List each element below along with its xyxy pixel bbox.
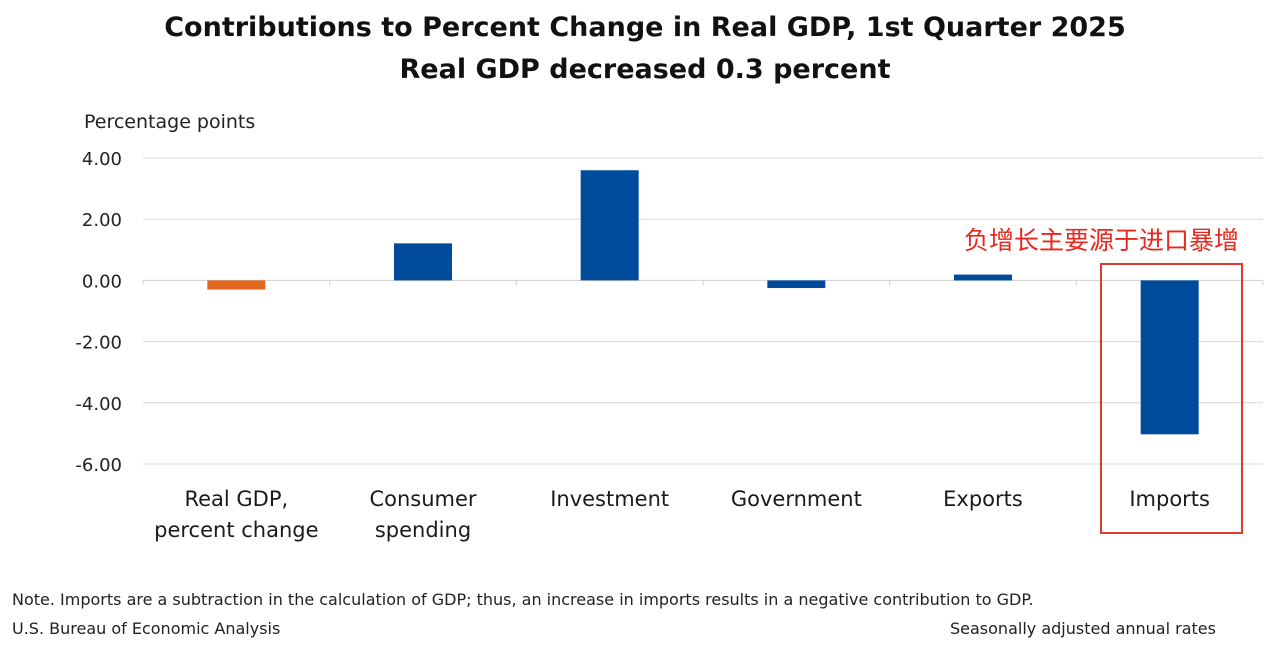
y-axis-ticks: 4.00 2.00 0.00 -2.00 -4.00 -6.00 bbox=[75, 149, 122, 476]
annotation-text: 负增长主要源于进口暴增 bbox=[964, 226, 1240, 255]
x-tick-label: Exports bbox=[943, 487, 1023, 511]
x-tick-label: Consumer bbox=[369, 487, 476, 511]
rates-label: Seasonally adjusted annual rates bbox=[950, 619, 1216, 638]
y-axis-label: Percentage points bbox=[84, 111, 256, 133]
y-tick-label: 0.00 bbox=[82, 271, 122, 292]
y-tick-label: 4.00 bbox=[82, 149, 122, 170]
x-tick-label: Imports bbox=[1129, 487, 1210, 511]
x-tick-label: percent change bbox=[154, 518, 318, 542]
bar bbox=[954, 274, 1012, 281]
chart-subtitle: Real GDP decreased 0.3 percent bbox=[399, 54, 891, 85]
bars bbox=[207, 170, 1199, 435]
bar bbox=[394, 243, 452, 281]
source-label: U.S. Bureau of Economic Analysis bbox=[12, 619, 281, 638]
chart-title: Contributions to Percent Change in Real … bbox=[164, 12, 1126, 43]
x-axis-labels: Real GDP, percent change Consumer spending I… bbox=[154, 487, 1210, 542]
y-tick-label: -4.00 bbox=[75, 394, 122, 415]
y-tick-label: -2.00 bbox=[75, 333, 122, 354]
footnote: Note. Imports are a subtraction in the c… bbox=[12, 590, 1034, 609]
x-tick-label: Government bbox=[731, 487, 862, 511]
x-tick-label: spending bbox=[375, 518, 471, 542]
bar bbox=[580, 170, 639, 281]
imports-highlight-box bbox=[1100, 263, 1243, 534]
y-tick-label: 2.00 bbox=[82, 210, 122, 231]
bar bbox=[1140, 280, 1199, 435]
gridlines bbox=[142, 157, 1264, 465]
bar bbox=[207, 280, 266, 290]
y-tick-label: -6.00 bbox=[75, 455, 122, 476]
bar-chart: 4.00 2.00 0.00 -2.00 -4.00 -6.00 Real GDP, per… bbox=[75, 149, 1264, 542]
x-tick-label: Investment bbox=[550, 487, 669, 511]
bar bbox=[767, 280, 826, 289]
x-tick-label: Real GDP, bbox=[184, 487, 288, 511]
